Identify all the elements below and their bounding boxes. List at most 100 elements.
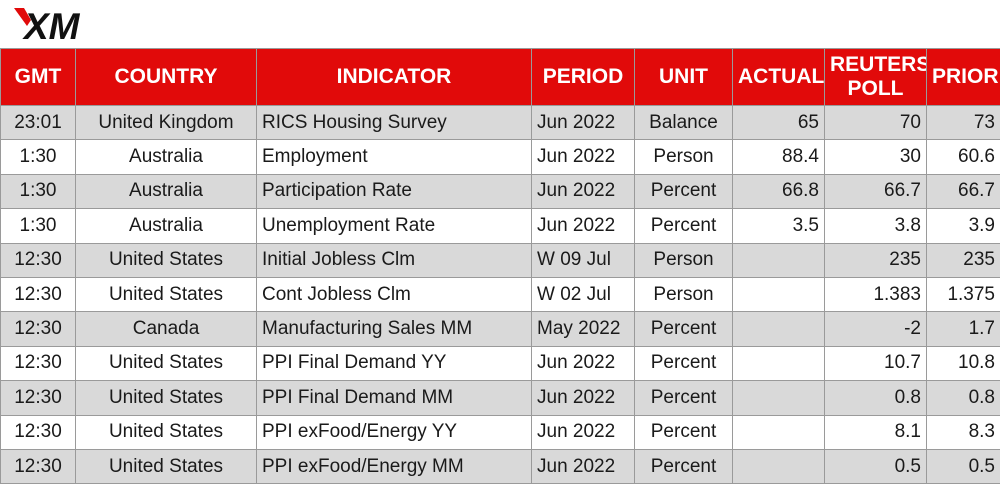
table-row: 1:30 Australia Employment Jun 2022 Person 88.… [0,139,1000,175]
table-row: 12:30 United States Cont Jobless Clm W 02 J… [0,276,1000,313]
cell-gmt: 12:30 [0,242,76,278]
cell-country: United States [75,414,257,450]
cell-gmt: 12:30 [0,276,76,313]
cell-unit: Percent [634,311,733,347]
cell-actual [732,414,825,450]
cell-actual: 88.4 [732,139,825,175]
cell-unit: Percent [634,173,733,210]
cell-country: United States [75,345,257,382]
col-header-reuters-poll: REUTERS POLL [824,48,927,106]
table-row: 23:01 United Kingdom RICS Housing Survey Ju… [0,104,1000,141]
cell-unit: Percent [634,448,733,485]
table-row: 1:30 Australia Participation Rate Jun 2022 P… [0,173,1000,210]
cell-actual: 65 [732,104,825,141]
cell-reuters-poll: 0.5 [824,448,927,485]
cell-unit: Balance [634,104,733,141]
col-header-indicator: INDICATOR [256,48,532,106]
cell-reuters-poll: 8.1 [824,414,927,450]
col-header-country: COUNTRY [75,48,257,106]
cell-gmt: 12:30 [0,311,76,347]
cell-indicator: Employment [256,139,532,175]
cell-prior: 60.6 [926,139,1000,175]
xm-logo-icon: XM [14,6,81,44]
cell-prior: 66.7 [926,173,1000,210]
cell-period: May 2022 [531,311,635,347]
cell-unit: Person [634,139,733,175]
cell-actual [732,276,825,313]
col-header-unit: UNIT [634,48,733,106]
cell-prior: 73 [926,104,1000,141]
cell-actual [732,242,825,278]
cell-gmt: 1:30 [0,139,76,175]
table-row: 12:30 Canada Manufacturing Sales MM May 202… [0,311,1000,347]
cell-gmt: 12:30 [0,414,76,450]
cell-indicator: Manufacturing Sales MM [256,311,532,347]
logo-text: XM [22,6,81,44]
cell-country: United States [75,276,257,313]
cell-indicator: PPI exFood/Energy YY [256,414,532,450]
table-header-row: GMT COUNTRY INDICATOR PERIOD UNIT ACTUAL… [0,48,1000,106]
cell-reuters-poll: 3.8 [824,208,927,244]
cell-unit: Percent [634,208,733,244]
cell-reuters-poll: 235 [824,242,927,278]
cell-prior: 0.8 [926,380,1000,416]
cell-period: Jun 2022 [531,104,635,141]
cell-actual: 66.8 [732,173,825,210]
economic-calendar-table: GMT COUNTRY INDICATOR PERIOD UNIT ACTUAL… [0,48,1000,485]
cell-actual [732,448,825,485]
cell-period: Jun 2022 [531,208,635,244]
cell-indicator: Unemployment Rate [256,208,532,244]
cell-gmt: 1:30 [0,208,76,244]
table-row: 1:30 Australia Unemployment Rate Jun 2022 Pe… [0,208,1000,244]
cell-reuters-poll: 1.383 [824,276,927,313]
cell-period: Jun 2022 [531,414,635,450]
cell-indicator: Initial Jobless Clm [256,242,532,278]
cell-gmt: 1:30 [0,173,76,210]
cell-actual [732,345,825,382]
table-row: 12:30 United States Initial Jobless Clm W 0… [0,242,1000,278]
cell-reuters-poll: 0.8 [824,380,927,416]
cell-period: W 09 Jul [531,242,635,278]
cell-prior: 1.375 [926,276,1000,313]
table-row: 12:30 United States PPI exFood/Energy MM Ju… [0,448,1000,485]
cell-indicator: PPI Final Demand MM [256,380,532,416]
cell-country: Australia [75,208,257,244]
cell-prior: 0.5 [926,448,1000,485]
cell-prior: 8.3 [926,414,1000,450]
col-header-actual: ACTUAL [732,48,825,106]
cell-country: United States [75,448,257,485]
cell-prior: 235 [926,242,1000,278]
cell-gmt: 23:01 [0,104,76,141]
cell-reuters-poll: 30 [824,139,927,175]
table-row: 12:30 United States PPI exFood/Energy YY Ju… [0,414,1000,450]
cell-unit: Percent [634,380,733,416]
cell-gmt: 12:30 [0,448,76,485]
cell-indicator: Participation Rate [256,173,532,210]
cell-prior: 10.8 [926,345,1000,382]
cell-period: Jun 2022 [531,139,635,175]
cell-reuters-poll: 10.7 [824,345,927,382]
cell-reuters-poll: 70 [824,104,927,141]
table-row: 12:30 United States PPI Final Demand YY Jun… [0,345,1000,382]
cell-reuters-poll: -2 [824,311,927,347]
cell-reuters-poll: 66.7 [824,173,927,210]
cell-indicator: RICS Housing Survey [256,104,532,141]
cell-gmt: 12:30 [0,345,76,382]
brand-logo: XM [14,6,98,44]
cell-indicator: Cont Jobless Clm [256,276,532,313]
cell-indicator: PPI Final Demand YY [256,345,532,382]
cell-prior: 1.7 [926,311,1000,347]
cell-country: United States [75,380,257,416]
cell-unit: Percent [634,414,733,450]
cell-unit: Person [634,242,733,278]
cell-period: Jun 2022 [531,173,635,210]
cell-country: Australia [75,173,257,210]
cell-country: United Kingdom [75,104,257,141]
cell-prior: 3.9 [926,208,1000,244]
cell-country: Canada [75,311,257,347]
cell-actual: 3.5 [732,208,825,244]
cell-period: Jun 2022 [531,380,635,416]
col-header-prior: PRIOR [926,48,1000,106]
cell-period: Jun 2022 [531,448,635,485]
cell-period: W 02 Jul [531,276,635,313]
